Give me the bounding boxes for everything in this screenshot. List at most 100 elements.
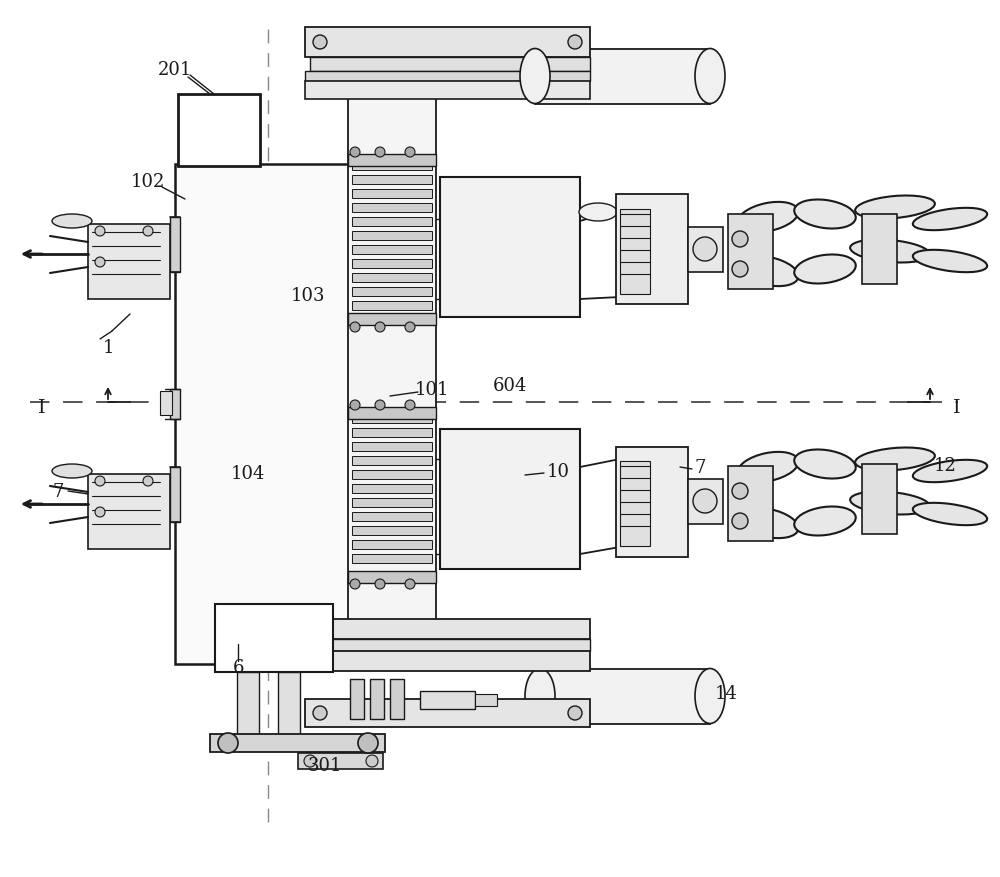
Bar <box>305 619 590 639</box>
Bar <box>305 82 590 100</box>
Bar <box>348 408 436 419</box>
Ellipse shape <box>850 492 930 515</box>
Text: 201: 201 <box>158 61 192 79</box>
Circle shape <box>732 513 748 530</box>
Bar <box>88 474 170 549</box>
Circle shape <box>350 401 360 410</box>
Bar <box>170 467 180 523</box>
Bar <box>440 178 580 317</box>
Text: I: I <box>953 398 961 417</box>
Circle shape <box>366 755 378 767</box>
Circle shape <box>568 706 582 720</box>
Bar <box>535 50 710 105</box>
Circle shape <box>350 323 360 332</box>
Bar <box>352 217 432 227</box>
Bar <box>278 673 300 734</box>
Ellipse shape <box>913 460 987 482</box>
Bar <box>420 691 475 709</box>
Bar <box>352 203 432 213</box>
Circle shape <box>375 401 385 410</box>
Ellipse shape <box>738 509 798 538</box>
Bar <box>620 210 650 295</box>
Bar <box>352 288 432 296</box>
Ellipse shape <box>520 49 550 104</box>
Text: 14: 14 <box>715 684 737 702</box>
Ellipse shape <box>794 507 856 536</box>
Ellipse shape <box>738 453 798 482</box>
Bar <box>352 540 432 549</box>
Bar <box>688 228 723 273</box>
Bar <box>370 679 384 719</box>
Circle shape <box>304 755 316 767</box>
Ellipse shape <box>52 215 92 229</box>
Bar <box>352 302 432 310</box>
Bar <box>305 72 590 82</box>
Bar <box>305 652 590 671</box>
Bar <box>352 260 432 268</box>
Text: 104: 104 <box>231 465 265 482</box>
Bar <box>350 679 364 719</box>
Bar <box>728 215 773 289</box>
Bar <box>178 95 260 167</box>
Bar <box>352 162 432 171</box>
Ellipse shape <box>738 203 798 233</box>
Ellipse shape <box>913 209 987 231</box>
Circle shape <box>95 258 105 267</box>
Text: 103: 103 <box>291 287 325 304</box>
Circle shape <box>95 476 105 487</box>
Ellipse shape <box>913 251 987 273</box>
Bar <box>620 461 650 546</box>
Circle shape <box>405 401 415 410</box>
Circle shape <box>95 508 105 517</box>
Circle shape <box>313 706 327 720</box>
Ellipse shape <box>525 669 555 724</box>
Bar <box>298 753 383 769</box>
Circle shape <box>693 489 717 513</box>
Bar <box>160 391 172 416</box>
Ellipse shape <box>850 240 930 263</box>
Ellipse shape <box>738 257 798 287</box>
Circle shape <box>375 580 385 589</box>
Bar <box>352 457 432 466</box>
Bar <box>348 82 436 652</box>
Bar <box>352 484 432 494</box>
Text: 7: 7 <box>52 482 64 501</box>
Bar <box>352 274 432 282</box>
Bar <box>688 480 723 524</box>
Bar <box>616 447 688 558</box>
Ellipse shape <box>855 196 935 219</box>
Circle shape <box>313 36 327 50</box>
Bar <box>310 58 590 72</box>
Circle shape <box>350 580 360 589</box>
Bar <box>352 470 432 480</box>
Circle shape <box>568 36 582 50</box>
Bar <box>352 498 432 508</box>
Ellipse shape <box>695 49 725 104</box>
Bar <box>88 225 170 300</box>
Bar <box>170 389 180 419</box>
Bar <box>352 429 432 438</box>
Circle shape <box>95 227 105 237</box>
Ellipse shape <box>855 448 935 471</box>
Bar <box>305 28 590 58</box>
Circle shape <box>732 483 748 499</box>
Bar <box>352 232 432 240</box>
Circle shape <box>693 238 717 261</box>
Bar <box>352 554 432 563</box>
Ellipse shape <box>794 255 856 284</box>
Bar <box>237 673 259 734</box>
Text: 102: 102 <box>131 173 165 191</box>
Circle shape <box>732 261 748 278</box>
Ellipse shape <box>913 503 987 525</box>
Circle shape <box>358 733 378 753</box>
Bar <box>305 699 590 727</box>
Ellipse shape <box>695 669 725 724</box>
Bar <box>175 165 365 664</box>
Ellipse shape <box>52 465 92 479</box>
Text: 7: 7 <box>694 459 706 476</box>
Text: 12: 12 <box>934 457 956 474</box>
Bar <box>440 430 580 569</box>
Bar <box>352 189 432 199</box>
Circle shape <box>405 580 415 589</box>
Circle shape <box>405 323 415 332</box>
